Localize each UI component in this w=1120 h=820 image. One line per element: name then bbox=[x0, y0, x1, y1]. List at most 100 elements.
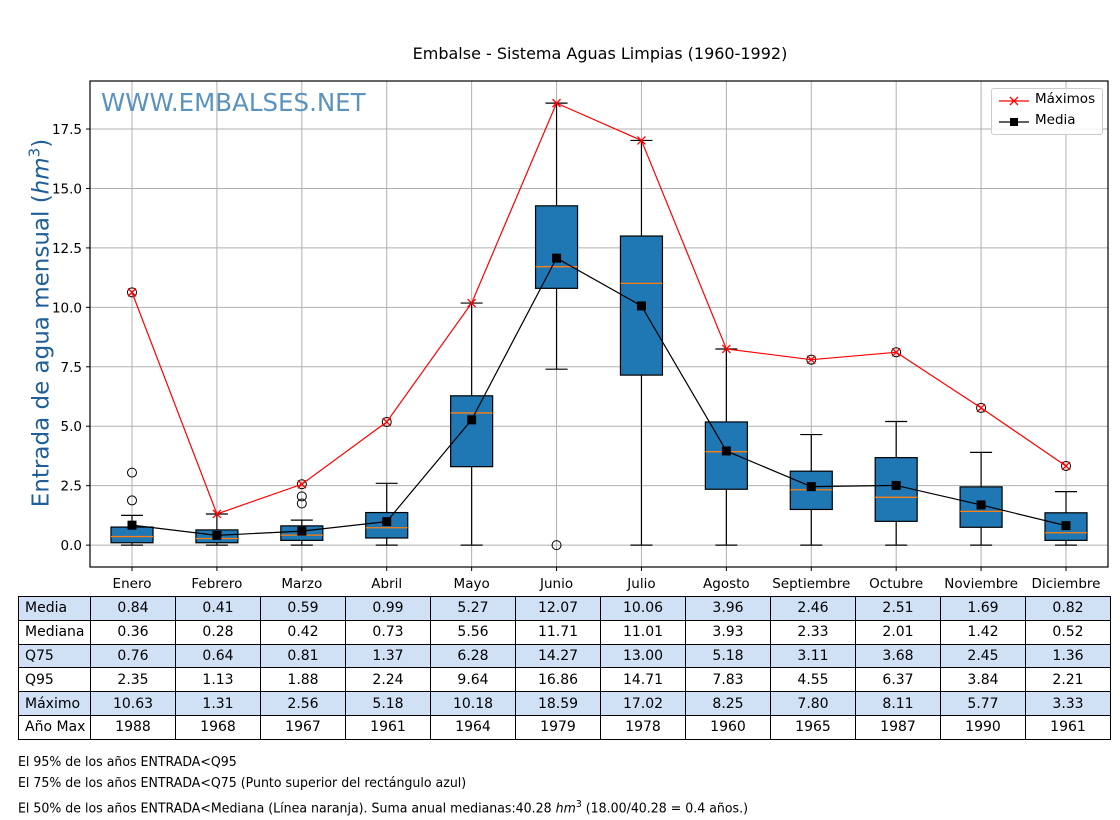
outlier-point bbox=[551, 540, 562, 551]
box bbox=[450, 395, 494, 468]
table-cell: 2.24 bbox=[345, 667, 431, 693]
note-q75: El 75% de los años ENTRADA<Q75 (Punto su… bbox=[18, 775, 467, 791]
legend-marker-maximos-icon bbox=[999, 96, 1029, 106]
table-cell: 18.59 bbox=[515, 691, 601, 716]
table-row: Q75 0.76 0.64 0.81 1.37 6.28 14.27 13.00 5.18 3.1… bbox=[18, 643, 1111, 669]
table-cell: 11.01 bbox=[600, 619, 686, 645]
point-maximos bbox=[806, 355, 816, 365]
table-cell: 3.96 bbox=[685, 596, 771, 621]
table-cell: 8.25 bbox=[685, 691, 771, 716]
table-cell: 0.28 bbox=[175, 619, 261, 645]
table-cell: 1.42 bbox=[940, 619, 1026, 645]
point-maximos bbox=[636, 135, 646, 145]
y-tick-label: 15.0 bbox=[52, 181, 82, 197]
table-cell: 3.84 bbox=[940, 667, 1026, 693]
y-axis-label-exp: 3 bbox=[25, 147, 44, 158]
table-cell: 10.06 bbox=[600, 596, 686, 621]
table-cell: 1960 bbox=[685, 714, 771, 740]
table-cell: 1.13 bbox=[175, 667, 261, 693]
point-media bbox=[976, 500, 986, 510]
table-cell: 5.56 bbox=[430, 619, 516, 645]
table-cell: 14.27 bbox=[515, 643, 601, 669]
table-cell: 5.18 bbox=[685, 643, 771, 669]
table-cell: 8.11 bbox=[855, 691, 941, 716]
point-maximos bbox=[976, 403, 986, 413]
table-cell: 0.64 bbox=[175, 643, 261, 669]
table-cell: 1990 bbox=[940, 714, 1026, 740]
table-cell: 0.36 bbox=[90, 619, 176, 645]
table-cell: 0.76 bbox=[90, 643, 176, 669]
table-cell: 2.51 bbox=[855, 596, 941, 621]
table-cell: 2.01 bbox=[855, 619, 941, 645]
table-cell: 6.28 bbox=[430, 643, 516, 669]
point-media bbox=[636, 301, 646, 311]
table-row: Máximo 10.63 1.31 2.56 5.18 10.18 18.59 17.02 8.… bbox=[18, 691, 1111, 716]
table-cell: 3.33 bbox=[1025, 691, 1111, 716]
y-tick-label: 2.5 bbox=[61, 479, 82, 495]
table-cell: 10.63 bbox=[90, 691, 176, 716]
table-cell: 0.59 bbox=[260, 596, 346, 621]
table-cell: 3.68 bbox=[855, 643, 941, 669]
table-cell: 0.41 bbox=[175, 596, 261, 621]
point-media bbox=[891, 480, 901, 490]
table-cell: 2.46 bbox=[770, 596, 856, 621]
outlier-point bbox=[296, 479, 307, 490]
table-cell: 2.33 bbox=[770, 619, 856, 645]
x-tick-label: Mayo bbox=[454, 576, 490, 592]
chart-area: 0.0 2.5 5.0 7.5 10.0 12.5 15.0 17.5 Enero Febrero… bbox=[52, 80, 1109, 592]
series-line-maximos bbox=[131, 102, 1067, 515]
note-median-exp: 3 bbox=[575, 799, 582, 810]
y-tick-label: 17.5 bbox=[52, 122, 82, 138]
table-cell: 1987 bbox=[855, 714, 941, 740]
point-maximos bbox=[721, 344, 731, 354]
x-tick-label: Agosto bbox=[703, 576, 750, 592]
table-cell: 16.86 bbox=[515, 667, 601, 693]
table-cell: 7.83 bbox=[685, 667, 771, 693]
x-tick-label: Julio bbox=[626, 576, 655, 592]
table-row-label: Q95 bbox=[18, 667, 91, 693]
table-cell: 0.52 bbox=[1025, 619, 1111, 645]
legend-marker-media-icon bbox=[999, 118, 1029, 126]
table-cell: 1964 bbox=[430, 714, 516, 740]
point-maximos bbox=[382, 417, 392, 427]
table-cell: 17.02 bbox=[600, 691, 686, 716]
y-tick-label: 0.0 bbox=[61, 538, 82, 554]
table-cell: 9.64 bbox=[430, 667, 516, 693]
table-cell: 11.71 bbox=[515, 619, 601, 645]
point-maximos bbox=[891, 347, 901, 357]
series-line-media bbox=[131, 257, 1067, 536]
table-cell: 1967 bbox=[260, 714, 346, 740]
table-cell: 4.55 bbox=[770, 667, 856, 693]
point-media bbox=[806, 482, 816, 492]
table-cell: 7.80 bbox=[770, 691, 856, 716]
x-tick-label: Diciembre bbox=[1032, 576, 1101, 592]
y-tick-label: 7.5 bbox=[61, 360, 82, 376]
table-cell: 1.36 bbox=[1025, 643, 1111, 669]
note-q95: El 95% de los años ENTRADA<Q95 bbox=[18, 754, 237, 770]
table-row: Mediana 0.36 0.28 0.42 0.73 5.56 11.71 11.01 3.9… bbox=[18, 619, 1111, 645]
point-media bbox=[1061, 521, 1071, 531]
y-tick-label: 5.0 bbox=[61, 419, 82, 435]
point-maximos bbox=[212, 509, 222, 519]
table-row-label: Año Max bbox=[18, 714, 91, 740]
table-row-label: Mediana bbox=[18, 619, 91, 645]
point-maximos bbox=[552, 98, 562, 108]
table-cell: 3.93 bbox=[685, 619, 771, 645]
table-cell: 13.00 bbox=[600, 643, 686, 669]
chart-title: Embalse - Sistema Aguas Limpias (1960-19… bbox=[412, 44, 788, 63]
table-cell: 1961 bbox=[1025, 714, 1111, 740]
y-axis-label-unit: hm bbox=[28, 157, 55, 195]
x-tick-label: Marzo bbox=[281, 576, 322, 592]
note-median-unit: hm bbox=[555, 800, 576, 817]
table-cell: 2.21 bbox=[1025, 667, 1111, 693]
box bbox=[704, 421, 748, 490]
table-cell: 2.45 bbox=[940, 643, 1026, 669]
legend-label-maximos: Máximos bbox=[1035, 91, 1096, 107]
x-tick-label: Junio bbox=[539, 576, 573, 592]
table-row-label: Máximo bbox=[18, 691, 91, 716]
x-tick-label: Octubre bbox=[869, 576, 923, 592]
table-cell: 1.88 bbox=[260, 667, 346, 693]
box bbox=[534, 205, 579, 289]
y-tick-label: 10.0 bbox=[52, 300, 82, 316]
table-cell: 1965 bbox=[770, 714, 856, 740]
